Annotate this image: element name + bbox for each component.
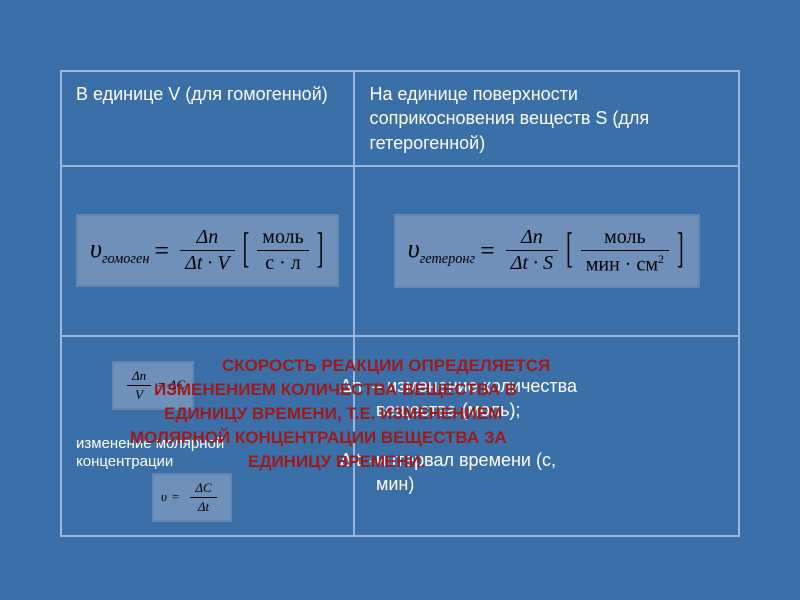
unit-num: моль <box>257 226 309 249</box>
formula-cell-homogen: υгомоген = Δn Δt · V [ моль с · л ] <box>61 166 354 336</box>
red-line-3: ЕДИНИЦУ ВРЕМЕНИ, Т.Е. ИЗМЕНЕНИЕМ <box>164 402 502 426</box>
num: ΔC <box>190 480 216 496</box>
denominator: Δt · S <box>506 252 558 275</box>
header-cell-right: На единице поверхности соприкосновения в… <box>354 71 739 166</box>
red-line-1: СКОРОСТЬ РЕАКЦИИ ОПРЕДЕЛЯЕТСЯ <box>222 354 550 378</box>
red-line-5: ЕДИНИЦУ ВРЕМЕНИ. <box>248 450 426 474</box>
numerator: Δn <box>516 226 548 249</box>
red-line-2: ИЗМЕНЕНИЕМ КОЛИЧЕСТВА ВЕЩЕСТВА В <box>154 378 517 402</box>
header-cell-left: В единице V (для гомогенной) <box>61 71 354 166</box>
fraction-main: Δn Δt · V <box>180 226 235 275</box>
symbol-v: υгетеронг <box>408 234 475 268</box>
den: V <box>130 387 148 403</box>
fraction-main: Δn Δt · S <box>506 226 558 275</box>
fraction: ΔC Δt <box>190 480 216 515</box>
equals: = <box>172 489 179 505</box>
unit-num: моль <box>599 226 651 249</box>
formula-cell-heterog: υгетеронг = Δn Δt · S [ моль мин · см2 ] <box>354 166 739 336</box>
red-line-4: МОЛЯРНОЙ КОНЦЕНТРАЦИИ ВЕЩЕСТВА ЗА <box>130 426 507 450</box>
formula-small-rate: υ = ΔC Δt <box>152 473 232 522</box>
definition-dt-2: мин) <box>376 472 414 496</box>
den: Δt <box>193 499 214 515</box>
equals: = <box>480 236 495 266</box>
num: Δn <box>127 368 151 384</box>
formula-homogen: υгомоген = Δn Δt · V [ моль с · л ] <box>76 214 339 287</box>
denominator: Δt · V <box>180 252 235 275</box>
unit-den: с · л <box>260 252 306 275</box>
fraction-units: моль мин · см2 <box>581 226 669 277</box>
unit-den: мин · см2 <box>581 252 669 277</box>
formula-heterog: υгетеронг = Δn Δt · S [ моль мин · см2 ] <box>394 214 700 289</box>
header-row: В единице V (для гомогенной) На единице … <box>61 71 739 166</box>
symbol-v: υгомоген <box>90 234 149 268</box>
fraction: Δn V <box>127 368 151 403</box>
formula-row: υгомоген = Δn Δt · V [ моль с · л ] υгет… <box>61 166 739 336</box>
numerator: Δn <box>191 226 223 249</box>
equals: = <box>154 236 169 266</box>
fraction-units: моль с · л <box>257 226 309 275</box>
lhs: υ <box>161 489 167 505</box>
